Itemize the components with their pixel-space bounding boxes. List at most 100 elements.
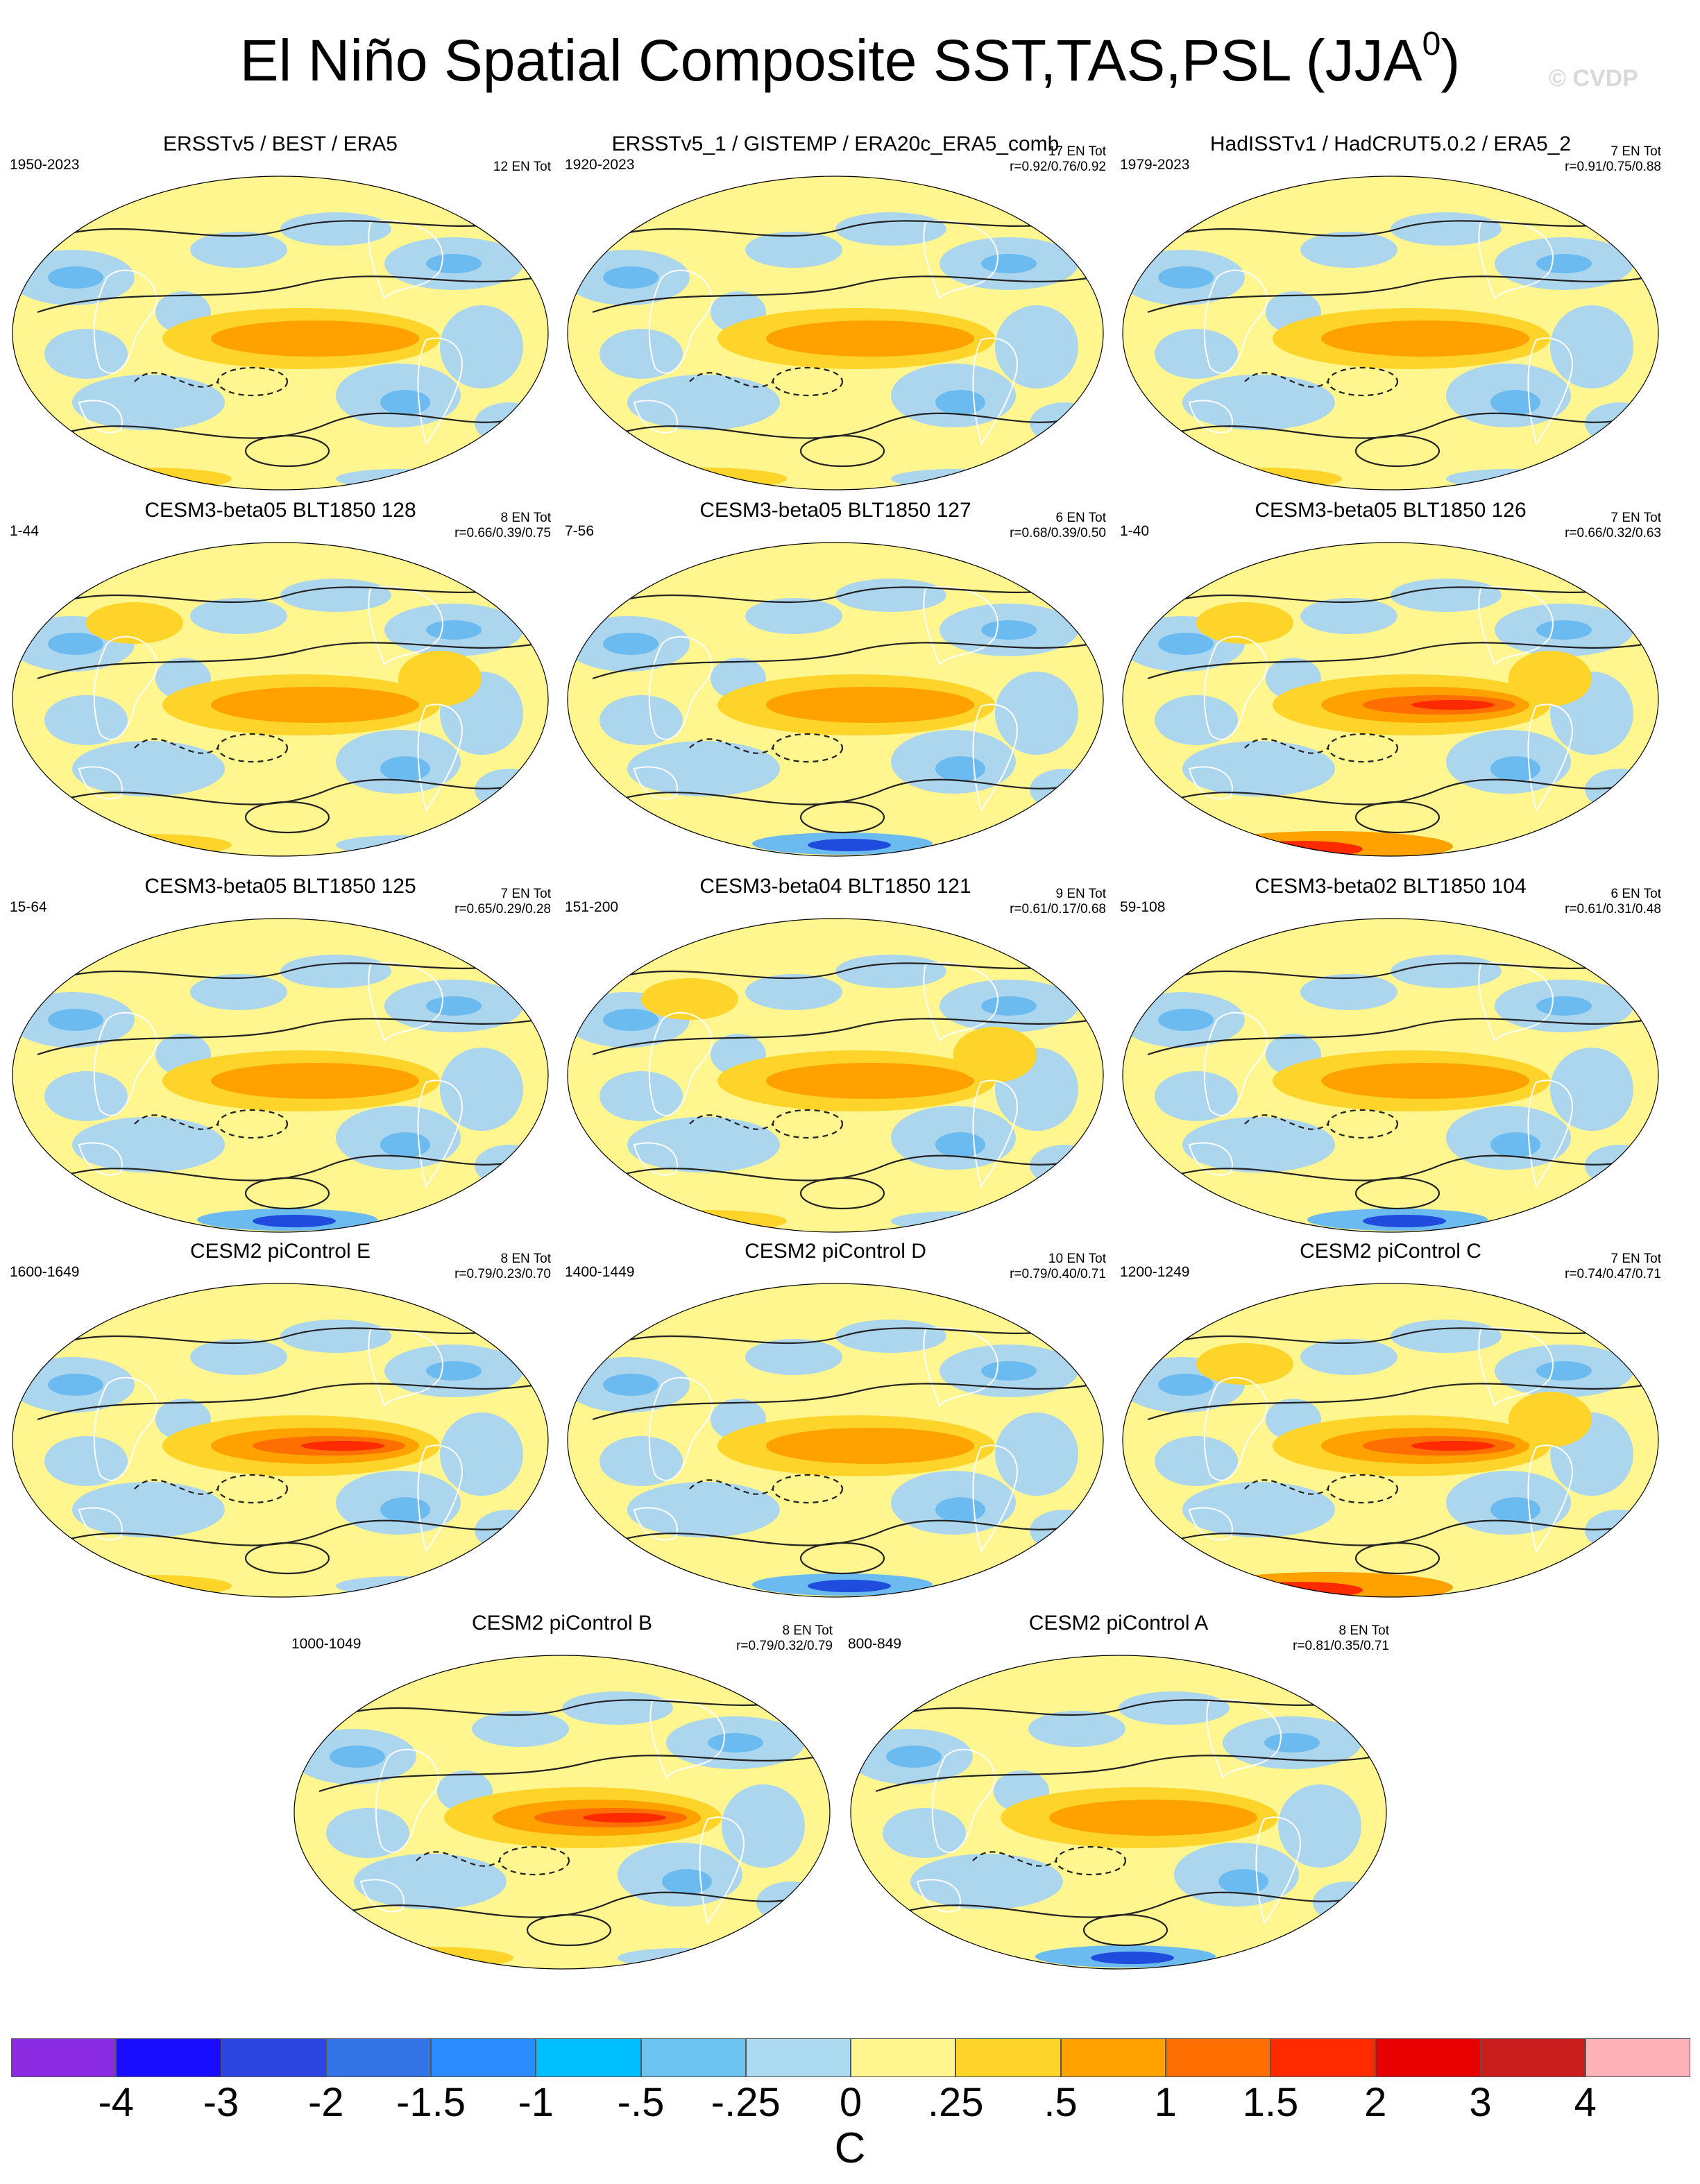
panel-event-count: 8 EN Tot <box>782 1623 833 1638</box>
cool-anomaly <box>1363 1215 1446 1227</box>
panel-years: 1200-1249 <box>1120 1264 1190 1280</box>
psl-contour-negative <box>689 1479 774 1495</box>
landmass-outline <box>633 400 678 434</box>
map-border <box>567 542 1104 857</box>
psl-contour <box>799 434 885 468</box>
landmass-outline <box>78 1507 123 1541</box>
panel-years: 1600-1649 <box>10 1264 80 1280</box>
psl-contour <box>1354 1177 1440 1210</box>
warm-anomaly <box>1508 1392 1592 1447</box>
cvdp-watermark: © CVDP <box>1549 65 1638 92</box>
psl-contour <box>896 1699 1348 1716</box>
panel-correlation: r=0.61/0.31/0.48 <box>1565 902 1661 916</box>
cool-anomaly <box>1028 1711 1125 1747</box>
cool-anomaly <box>326 1808 409 1858</box>
psl-contour <box>606 778 1079 805</box>
map-field <box>1123 1283 1658 1597</box>
cool-anomaly <box>935 1497 985 1522</box>
landmass-outline <box>1478 220 1554 300</box>
panel-event-count: 12 EN Tot <box>493 160 551 174</box>
cool-anomaly <box>627 375 780 430</box>
cool-anomaly <box>1030 769 1099 810</box>
cool-anomaly <box>981 620 1037 640</box>
map-border <box>567 176 1104 490</box>
colorbar-box <box>851 2038 956 2077</box>
psl-contour-negative <box>416 1851 500 1867</box>
panel-title: CESM3-beta04 BLT1850 121 <box>699 875 971 898</box>
psl-contour <box>606 1519 1079 1546</box>
cool-anomaly <box>600 1071 683 1121</box>
cool-anomaly <box>995 672 1078 755</box>
landmass-outline <box>93 635 158 740</box>
cool-anomaly <box>891 1211 1016 1231</box>
colorbar-tick-label: -4 <box>98 2080 135 2125</box>
cool-anomaly <box>72 375 225 430</box>
panel-title: CESM3-beta05 BLT1850 128 <box>144 499 416 522</box>
landmass-outline <box>648 1376 713 1481</box>
map-panel: HadISSTv1 / HadCRUT5.0.2 / ERA5_2 1979-20… <box>1120 132 1661 493</box>
map-panel: CESM2 piControl B 1000-1049 8 EN Tot r=0.79… <box>291 1611 833 1972</box>
cool-anomaly <box>935 390 985 415</box>
cool-anomaly <box>354 1854 507 1909</box>
warm-anomaly <box>766 687 974 723</box>
warm-anomaly <box>1321 1063 1529 1099</box>
panel-correlation: r=0.91/0.75/0.88 <box>1565 160 1661 174</box>
cool-anomaly <box>1300 974 1397 1010</box>
world-map <box>12 1283 549 1598</box>
psl-contour <box>613 1327 1065 1345</box>
cool-anomaly <box>603 1374 658 1396</box>
psl-contour <box>51 412 524 439</box>
psl-contour <box>1354 1542 1440 1575</box>
cool-anomaly <box>1300 1339 1397 1375</box>
map-border <box>1122 176 1659 490</box>
psl-contour <box>244 1177 330 1210</box>
psl-contour <box>244 434 330 468</box>
cool-anomaly <box>1182 1117 1335 1172</box>
panel-correlation: r=0.66/0.39/0.75 <box>454 526 551 540</box>
colorbar-units: C <box>834 2124 866 2172</box>
cool-anomaly <box>1391 1320 1502 1353</box>
colorbar <box>11 2038 1690 2077</box>
panel-correlation: r=0.65/0.29/0.28 <box>454 902 551 916</box>
cool-anomaly <box>603 1009 658 1031</box>
cool-anomaly <box>1490 1132 1540 1157</box>
psl-contour <box>875 1755 1376 1793</box>
map-border <box>1122 918 1659 1233</box>
panel-correlation: r=0.68/0.39/0.50 <box>1010 526 1106 540</box>
cool-anomaly <box>627 1117 780 1172</box>
cool-anomaly <box>1264 1733 1320 1752</box>
landmass-outline <box>633 766 678 800</box>
warm-anomaly <box>347 1947 513 1969</box>
psl-contour <box>1161 412 1634 439</box>
warm-anomaly <box>86 602 183 644</box>
colorbar-box <box>11 2038 117 2077</box>
map-panel: CESM3-beta05 BLT1850 127 7-56 6 EN Tot r=0.… <box>565 498 1106 859</box>
psl-contour-negative <box>1244 372 1329 388</box>
psl-contour-negative <box>1244 1479 1329 1495</box>
warm-anomaly <box>211 321 419 357</box>
psl-contour <box>244 1542 330 1575</box>
cool-anomaly <box>1446 469 1571 488</box>
cool-anomaly <box>48 1009 103 1031</box>
psl-contour <box>1354 434 1440 468</box>
psl-contour <box>244 801 330 834</box>
map-field <box>568 919 1103 1232</box>
panel-event-count: 7 EN Tot <box>500 887 551 901</box>
landmass-outline <box>368 220 443 300</box>
psl-contour <box>592 1018 1093 1056</box>
cool-anomaly <box>835 1320 946 1353</box>
cool-anomaly <box>426 1361 482 1381</box>
panel-years: 1-44 <box>10 523 40 539</box>
psl-contour <box>1168 220 1620 237</box>
cool-anomaly <box>1158 1009 1214 1031</box>
warm-anomaly <box>1238 841 1363 856</box>
cool-anomaly <box>891 469 1016 488</box>
cool-anomaly <box>995 305 1078 389</box>
world-map <box>12 918 549 1233</box>
colorbar-box <box>116 2038 221 2077</box>
psl-contour <box>1147 1018 1648 1056</box>
psl-contour <box>1168 586 1620 604</box>
cool-anomaly <box>1155 1071 1238 1121</box>
cool-anomaly <box>756 1882 826 1923</box>
psl-contour <box>889 1891 1362 1918</box>
